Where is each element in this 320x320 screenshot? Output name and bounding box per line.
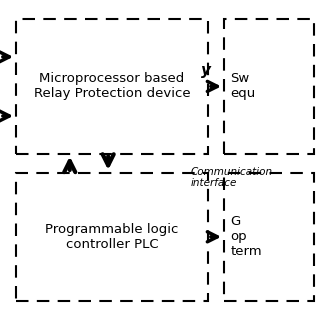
Text: G
op
term: G op term — [230, 215, 262, 258]
Text: Programmable logic
controller PLC: Programmable logic controller PLC — [45, 223, 179, 251]
Text: Sw
equ: Sw equ — [230, 72, 256, 100]
Text: y: y — [201, 63, 212, 78]
Text: Microprocessor based
Relay Protection device: Microprocessor based Relay Protection de… — [34, 72, 190, 100]
Text: Communication
interface: Communication interface — [190, 167, 273, 188]
